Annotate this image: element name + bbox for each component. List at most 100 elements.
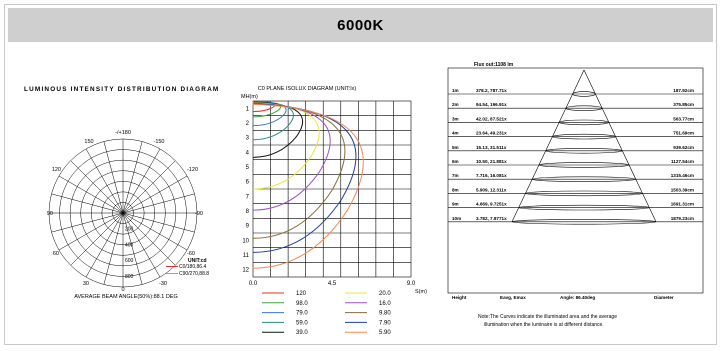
polar-spoke: [122, 148, 161, 214]
isolux-y-tick: 6: [246, 180, 250, 186]
polar-legend-label: C0/180,86.4: [179, 264, 206, 270]
polar-angle-label: -/+180: [115, 130, 131, 136]
isolux-x-tick: 4.5: [328, 281, 337, 287]
cone-row-value: 23.64, 49.231x: [476, 131, 507, 136]
cone-row-diameter: 563.77cm: [673, 116, 694, 121]
cone-row-height: 10m: [452, 216, 461, 221]
cone-row-height: 7m: [452, 173, 459, 178]
cone-note-line2: illumination when the luminaire is at di…: [484, 322, 604, 328]
polar-title: LUMINOUS INTENSITY DISTRIBUTION DIAGRAM: [24, 86, 220, 93]
polar-spoke: [122, 212, 161, 278]
polar-angle-label: 120: [52, 167, 61, 173]
isolux-legend-label: 7.90: [379, 320, 391, 326]
polar-angle-label: -150: [153, 139, 164, 145]
polar-spoke: [122, 212, 176, 266]
page-frame: [4, 4, 717, 345]
polar-spoke: [70, 160, 124, 214]
isolux-y-tick: 4: [246, 150, 250, 156]
polar-spoke: [122, 175, 188, 214]
cone-row-value: 3.782, 7.8771x: [476, 216, 507, 221]
isolux-curve: [252, 101, 364, 269]
cone-row-diameter: 187.92cm: [673, 88, 694, 93]
polar-angle-label: -30: [159, 281, 167, 287]
cone-left-edge: [511, 69, 585, 222]
cone-row-value: 10.50, 21.881x: [476, 159, 507, 164]
polar-legend-label: C90/270,88.8: [179, 271, 209, 277]
cone-ellipse: [572, 91, 596, 97]
isolux-legend-label: 16.0: [379, 301, 391, 307]
polar-spoke: [70, 212, 124, 266]
isolux-legend-label: 20.0: [379, 291, 391, 297]
polar-radial-tick: 200: [125, 227, 134, 233]
isolux-legend-label: 39.0: [296, 330, 308, 336]
polar-radial-tick: 400: [125, 242, 134, 248]
polar-angle-label: 150: [84, 139, 93, 145]
polar-spoke: [51, 193, 124, 214]
isolux-y-tick: 3: [246, 136, 250, 142]
polar-angle-label: 60: [53, 251, 59, 257]
cone-ellipse: [531, 176, 637, 182]
polar-spoke: [58, 175, 124, 214]
polar-angle-label: -90: [195, 211, 203, 217]
cone-row-value: 42.02, 87.521x: [476, 116, 507, 121]
cone-ellipse: [558, 119, 610, 126]
isolux-y-tick: 5: [246, 165, 250, 171]
cone-ellipse: [552, 133, 616, 140]
cone-row-height: 2m: [452, 102, 459, 107]
isolux-x-tick: 0.0: [249, 281, 258, 287]
cone-footer-diameter: Diameter: [654, 295, 674, 300]
cone-row-diameter: 939.62cm: [673, 145, 694, 150]
cone-row-value: 4.669, 9.7251x: [476, 202, 507, 207]
title-bar: 6000K: [8, 8, 713, 42]
polar-angle-label: -120: [187, 167, 198, 173]
isolux-legend-label: 79.0: [296, 311, 308, 317]
cone-footer-height: Height: [452, 295, 467, 300]
polar-spoke: [122, 212, 195, 233]
isolux-legend-label: 5.90: [379, 330, 391, 336]
isolux-x-label: S(m): [415, 289, 427, 295]
beam-angle-note: AVERAGE BEAM ANGLE(50%):88.1 DEG: [74, 294, 178, 300]
isolux-y-tick: 7: [246, 194, 250, 200]
cone-row-height: 9m: [452, 202, 459, 207]
isolux-y-tick: 12: [242, 268, 249, 274]
isolux-y-tick: 11: [243, 253, 250, 259]
polar-spoke: [58, 212, 124, 251]
cone-row-diameter: 1503.39cm: [671, 187, 694, 192]
polar-spoke: [122, 212, 143, 285]
isolux-y-tick: 1: [246, 106, 250, 112]
cone-ellipse: [525, 190, 643, 197]
cone-row-diameter: 1691.31cm: [671, 202, 694, 207]
isolux-y-tick: 10: [242, 238, 249, 244]
polar-angle-label: 90: [47, 211, 53, 217]
polar-radial-tick: 800: [125, 274, 134, 280]
cone-note-line1: Note:The Curves indicate the illuminated…: [478, 314, 617, 320]
page-title: 6000K: [337, 16, 384, 34]
cone-ellipse: [511, 219, 657, 225]
cone-frame: [447, 67, 704, 294]
cone-row-height: 1m: [452, 88, 459, 93]
cone-row-value: 94.54, 196.91x: [476, 102, 507, 107]
isolux-title: C0 PLANE ISOLUX DIAGRAM (UNIT:lx): [258, 86, 357, 92]
cone-row-height: 8m: [452, 187, 459, 192]
isolux-y-label: MH(m): [241, 94, 258, 100]
cone-row-height: 5m: [452, 145, 459, 150]
isolux-y-tick: 9: [246, 224, 250, 230]
cone-row-value: 378.2, 787.71x: [476, 88, 507, 93]
isolux-legend-label: 9.80: [379, 311, 391, 317]
cone-row-height: 6m: [452, 159, 459, 164]
polar-spoke: [122, 160, 176, 214]
cone-row-value: 5.909, 12.311x: [476, 187, 507, 192]
cone-ellipse: [518, 204, 650, 211]
polar-spoke: [51, 212, 124, 233]
isolux-legend-label: 98.0: [296, 301, 308, 307]
polar-spoke: [103, 212, 124, 285]
cone-right-edge: [583, 69, 657, 222]
polar-unit-label: UNIT:cd: [188, 258, 207, 264]
polar-spoke: [122, 193, 195, 214]
cone-row-diameter: 1127.54cm: [671, 159, 694, 164]
polar-radial-tick: 600: [125, 258, 134, 264]
cone-row-height: 3m: [452, 116, 459, 121]
